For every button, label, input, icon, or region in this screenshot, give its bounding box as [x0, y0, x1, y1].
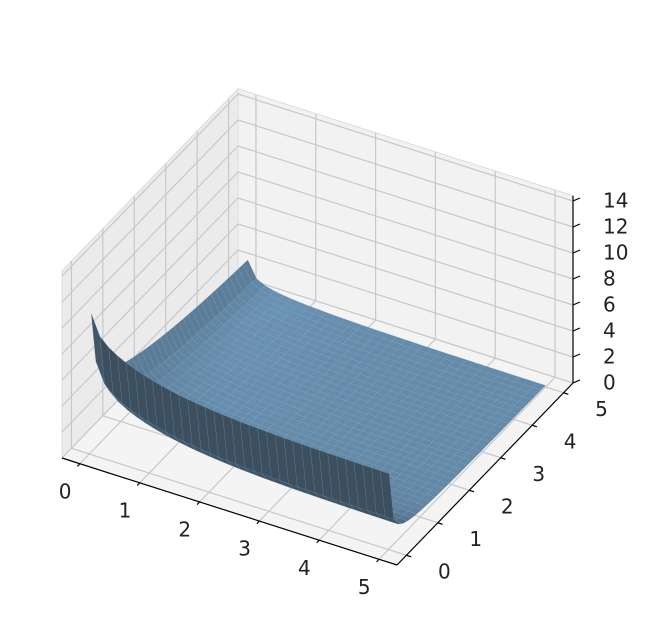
grid-line-z-back — [237, 223, 574, 332]
x-tick-mark — [196, 501, 201, 505]
z-tick-label: 14 — [603, 189, 628, 213]
z-tick-mark — [572, 223, 581, 228]
grid-line-z-back — [237, 93, 574, 202]
x-tick-mark — [77, 463, 81, 467]
grid-line-z-left — [61, 119, 239, 303]
y-tick-label: 1 — [469, 527, 482, 551]
surface-facet — [380, 470, 394, 520]
x-tick-label: 2 — [178, 518, 191, 542]
grid-line-z-left — [61, 223, 239, 407]
z-tick-label: 4 — [603, 319, 616, 343]
y-tick-mark — [500, 457, 506, 460]
x-tick-mark — [256, 520, 260, 525]
x-tick-label: 0 — [59, 479, 72, 503]
grid-line-z-back — [237, 119, 574, 228]
x-tick-label: 4 — [298, 556, 311, 580]
y-tick-label: 2 — [501, 495, 514, 519]
z-tick-mark — [572, 379, 581, 384]
grid-line-y-floor — [71, 447, 407, 556]
z-tick-label: 8 — [603, 267, 616, 291]
grid-line-z-back — [237, 145, 574, 254]
grid-line-z-left — [61, 171, 239, 355]
z-tick-mark — [572, 249, 581, 254]
x-axis-line — [61, 457, 398, 566]
grid-line-z-back — [237, 171, 574, 280]
z-tick-label: 10 — [603, 241, 628, 265]
surface-plot — [91, 259, 546, 525]
grid-line-z-back — [237, 249, 574, 358]
y-tick-label: 5 — [595, 397, 608, 421]
x-tick-label: 5 — [358, 575, 371, 599]
grid-line-z-back — [237, 197, 574, 306]
x-tick-mark — [316, 539, 320, 544]
y-tick-mark — [563, 392, 569, 395]
y-tick-label: 0 — [438, 560, 451, 584]
grid-line-z-back — [237, 275, 574, 384]
grid-line-z-left — [61, 197, 239, 381]
z-tick-label: 6 — [603, 293, 616, 317]
y-tick-label: 3 — [532, 462, 545, 486]
y-tick-mark — [531, 424, 538, 428]
z-tick-label: 2 — [603, 345, 616, 369]
x-tick-label: 3 — [238, 537, 251, 561]
z-tick-label: 12 — [603, 215, 628, 239]
x-tick-label: 1 — [119, 498, 132, 522]
grid-line-z-left — [61, 249, 239, 433]
y-tick-mark — [469, 489, 475, 493]
y-tick-label: 4 — [564, 430, 577, 454]
z-tick-mark — [572, 301, 581, 306]
y-axis-line — [396, 382, 574, 566]
grid-line-x-floor — [378, 376, 556, 560]
z-tick-label: 0 — [603, 371, 616, 395]
y-tick-mark — [437, 522, 443, 525]
y-tick-mark — [406, 554, 412, 558]
z-tick-mark — [572, 353, 581, 358]
x-tick-mark — [376, 558, 380, 563]
z-tick-mark — [572, 197, 581, 202]
grid-line-z-left — [61, 145, 239, 329]
z-tick-mark — [572, 275, 581, 280]
z-tick-mark — [572, 327, 581, 332]
x-tick-mark — [136, 482, 141, 486]
grid-line-z-left — [61, 93, 239, 277]
